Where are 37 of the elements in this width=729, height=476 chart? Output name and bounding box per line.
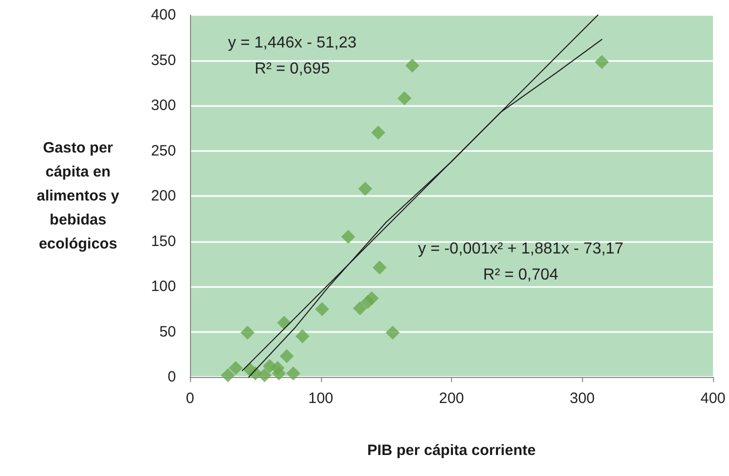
annotation: y = 1,446x - 51,23 R² = 0,695	[228, 34, 357, 78]
point	[315, 302, 330, 316]
point	[358, 182, 372, 196]
point	[397, 91, 412, 106]
point	[352, 301, 367, 316]
point	[240, 326, 255, 340]
point	[405, 58, 420, 73]
point	[258, 368, 272, 382]
y-tick-label: 350	[150, 52, 176, 69]
point	[372, 260, 387, 274]
point	[364, 291, 379, 306]
y-tick-label: 50	[159, 323, 176, 340]
point	[341, 230, 356, 244]
x-axis-title: PIB per cápita corriente	[367, 442, 536, 459]
y-tick-label: 400	[150, 6, 176, 24]
point	[272, 366, 286, 380]
x-tick-label: 200	[438, 390, 464, 407]
y-tick-label: 250	[150, 142, 176, 160]
y-tick-label: 200	[150, 188, 176, 204]
y-tick-label: 0	[168, 368, 176, 386]
point	[228, 360, 243, 375]
y-axis-title: Gasto per cápita en alimentos y bebidas ecológicos	[36, 140, 120, 252]
point	[386, 326, 400, 340]
y-tick-label: 150	[150, 232, 176, 250]
point	[220, 368, 235, 382]
x-tick-label: 0	[186, 390, 194, 407]
point	[295, 329, 310, 344]
x-tick-label: 400	[700, 390, 726, 407]
annotation: y = -0,001x² + 1,881x - 73,17 R² = 0,704	[418, 240, 624, 284]
point	[280, 349, 294, 364]
point	[286, 366, 300, 380]
x-tick-label: 300	[570, 390, 595, 407]
point	[594, 55, 609, 70]
y-tick-label: 100	[150, 278, 176, 295]
point	[371, 126, 386, 140]
x-tick-label: 100	[308, 390, 334, 407]
y-tick-label: 300	[150, 97, 176, 114]
